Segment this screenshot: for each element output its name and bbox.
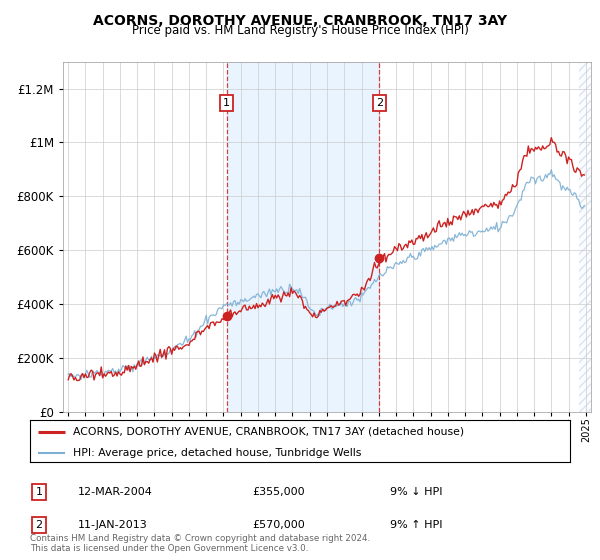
Bar — [578, 62, 591, 412]
Text: 11-JAN-2013: 11-JAN-2013 — [78, 520, 148, 530]
Text: 2: 2 — [35, 520, 43, 530]
Text: 12-MAR-2004: 12-MAR-2004 — [78, 487, 153, 497]
Text: Price paid vs. HM Land Registry's House Price Index (HPI): Price paid vs. HM Land Registry's House … — [131, 24, 469, 36]
Text: 9% ↑ HPI: 9% ↑ HPI — [390, 520, 443, 530]
Text: 9% ↓ HPI: 9% ↓ HPI — [390, 487, 443, 497]
Bar — [578, 62, 591, 412]
Text: ACORNS, DOROTHY AVENUE, CRANBROOK, TN17 3AY: ACORNS, DOROTHY AVENUE, CRANBROOK, TN17 … — [93, 14, 507, 28]
Text: 2: 2 — [376, 99, 383, 108]
Text: £570,000: £570,000 — [252, 520, 305, 530]
Text: HPI: Average price, detached house, Tunbridge Wells: HPI: Average price, detached house, Tunb… — [73, 448, 362, 458]
Text: 1: 1 — [223, 99, 230, 108]
Bar — [227, 62, 379, 412]
Text: 1: 1 — [35, 487, 43, 497]
Text: ACORNS, DOROTHY AVENUE, CRANBROOK, TN17 3AY (detached house): ACORNS, DOROTHY AVENUE, CRANBROOK, TN17 … — [73, 427, 464, 437]
Text: Contains HM Land Registry data © Crown copyright and database right 2024.
This d: Contains HM Land Registry data © Crown c… — [30, 534, 370, 553]
Text: £355,000: £355,000 — [252, 487, 305, 497]
